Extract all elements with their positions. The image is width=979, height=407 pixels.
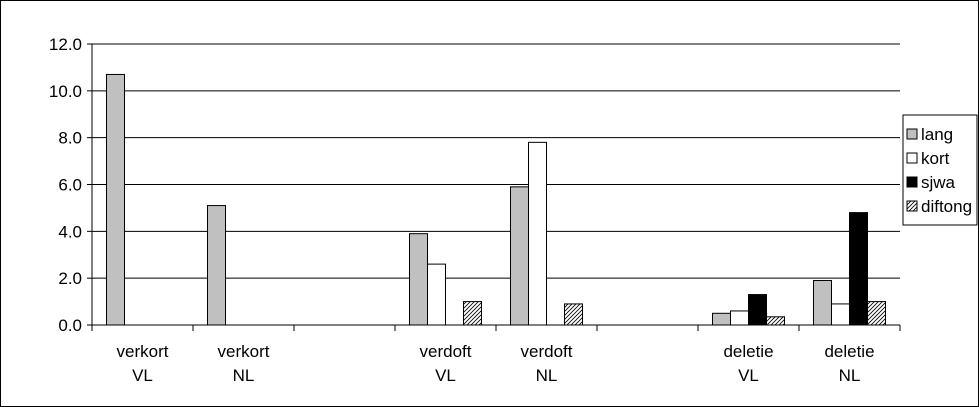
x-tick-label: VL [738, 366, 759, 385]
legend-swatch-sjwa [906, 176, 918, 188]
x-tick-label: NL [233, 366, 255, 385]
bar-lang [106, 73, 125, 326]
bar-lang [409, 233, 428, 326]
legend-swatch-lang [906, 128, 918, 140]
legend-label-lang: lang [921, 125, 953, 144]
x-tick-label: verkort [218, 342, 270, 361]
x-tick-label: VL [435, 366, 456, 385]
bar-diftong [766, 316, 785, 326]
y-tick-label: 0.0 [58, 316, 82, 335]
legend-swatch-diftong [906, 200, 918, 212]
bar-lang [207, 205, 226, 326]
bar-kort [528, 141, 547, 326]
legend-label-sjwa: sjwa [921, 173, 956, 192]
gridlines [92, 43, 900, 279]
axes: 0.0 2.0 4.0 6.0 8.0 10.0 12.0 verkort VL verkort N… [49, 35, 901, 385]
x-tick-label: NL [839, 366, 861, 385]
y-tick-label: 6.0 [58, 176, 82, 195]
bars [106, 73, 886, 326]
y-tick-label: 12.0 [49, 35, 82, 54]
y-tick-label: 8.0 [58, 129, 82, 148]
bar-sjwa [849, 212, 868, 326]
legend-swatch-kort [906, 152, 918, 164]
bar-sjwa [748, 294, 767, 326]
legend-label-kort: kort [921, 149, 950, 168]
bar-kort [730, 310, 749, 326]
y-tick-label: 10.0 [49, 82, 82, 101]
bar-lang [712, 312, 731, 326]
bar-lang [813, 280, 832, 326]
bar-diftong [564, 303, 583, 326]
x-tick-label: VL [132, 366, 153, 385]
bar-diftong [867, 301, 886, 326]
x-tick-label: NL [536, 366, 558, 385]
x-tick-label: deletie [723, 342, 773, 361]
bar-kort [831, 303, 850, 326]
y-tick-label: 4.0 [58, 222, 82, 241]
legend-label-diftong: diftong [921, 197, 972, 216]
y-tick-label: 2.0 [58, 269, 82, 288]
bar-lang [510, 186, 529, 326]
bar-diftong [463, 301, 482, 326]
legend: lang kort sjwa diftong [902, 114, 978, 226]
x-tick-label: deletie [824, 342, 874, 361]
x-tick-label: verdoft [420, 342, 472, 361]
x-tick-label: verdoft [521, 342, 573, 361]
bar-kort [427, 263, 446, 326]
x-tick-label: verkort [117, 342, 169, 361]
